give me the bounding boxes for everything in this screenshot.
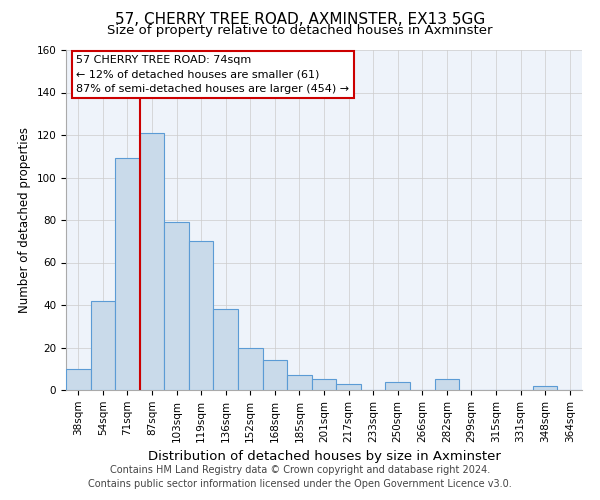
Bar <box>66 369 91 390</box>
Bar <box>263 360 287 390</box>
Text: 57 CHERRY TREE ROAD: 74sqm
← 12% of detached houses are smaller (61)
87% of semi: 57 CHERRY TREE ROAD: 74sqm ← 12% of deta… <box>76 55 349 94</box>
Bar <box>312 380 336 390</box>
Bar <box>91 300 115 390</box>
Bar <box>115 158 140 390</box>
Bar <box>287 375 312 390</box>
Bar <box>385 382 410 390</box>
Text: Contains HM Land Registry data © Crown copyright and database right 2024.
Contai: Contains HM Land Registry data © Crown c… <box>88 465 512 489</box>
Bar <box>214 309 238 390</box>
Bar <box>164 222 189 390</box>
Text: 57, CHERRY TREE ROAD, AXMINSTER, EX13 5GG: 57, CHERRY TREE ROAD, AXMINSTER, EX13 5G… <box>115 12 485 28</box>
X-axis label: Distribution of detached houses by size in Axminster: Distribution of detached houses by size … <box>148 450 500 463</box>
Bar <box>336 384 361 390</box>
Text: Size of property relative to detached houses in Axminster: Size of property relative to detached ho… <box>107 24 493 37</box>
Bar <box>434 380 459 390</box>
Bar <box>533 386 557 390</box>
Bar <box>140 133 164 390</box>
Bar <box>189 242 214 390</box>
Y-axis label: Number of detached properties: Number of detached properties <box>18 127 31 313</box>
Bar <box>238 348 263 390</box>
